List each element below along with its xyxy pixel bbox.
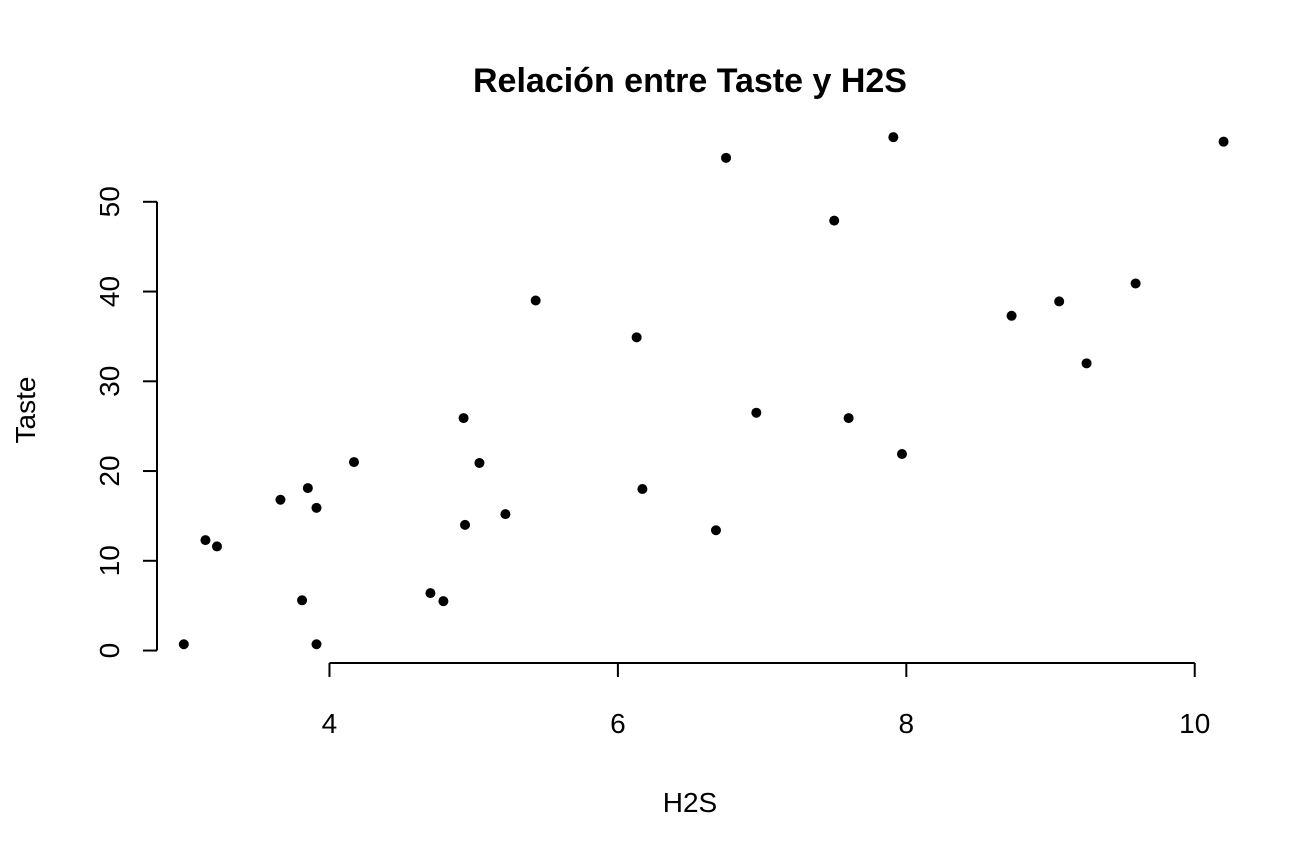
data-point — [751, 407, 762, 418]
data-point — [631, 332, 642, 343]
data-point — [311, 502, 322, 513]
x-tick-label: 4 — [322, 708, 338, 739]
y-tick-label: 0 — [94, 643, 125, 659]
data-point — [843, 413, 854, 424]
data-point — [896, 448, 907, 459]
data-point — [211, 541, 222, 552]
data-point — [458, 413, 469, 424]
data-point — [829, 215, 840, 226]
y-tick-label: 50 — [94, 186, 125, 217]
y-tick-label: 30 — [94, 366, 125, 397]
data-point — [500, 509, 511, 520]
data-point — [1054, 296, 1065, 307]
y-axis: 0 10 20 30 40 50 — [94, 186, 158, 659]
y-tick-label: 20 — [94, 455, 125, 486]
data-point — [200, 535, 211, 546]
x-axis: 4 6 8 10 — [322, 662, 1210, 739]
x-tick-label: 8 — [899, 708, 915, 739]
y-tick-label: 10 — [94, 545, 125, 576]
data-point — [178, 639, 189, 650]
data-point — [438, 596, 449, 607]
y-axis-label: Taste — [10, 377, 41, 444]
data-point — [297, 595, 308, 606]
data-point — [888, 132, 899, 143]
y-tick-label: 40 — [94, 276, 125, 307]
data-point — [530, 295, 541, 306]
x-tick-label: 10 — [1179, 708, 1210, 739]
data-point — [348, 457, 359, 468]
data-point — [637, 483, 648, 494]
points-layer — [178, 132, 1229, 650]
data-point — [721, 152, 732, 163]
data-point — [425, 588, 436, 599]
data-point — [1006, 310, 1017, 321]
data-point — [460, 519, 471, 530]
data-point — [1130, 278, 1141, 289]
x-tick-label: 6 — [610, 708, 626, 739]
x-axis-label: H2S — [663, 787, 717, 818]
data-point — [710, 525, 721, 536]
data-point — [275, 494, 286, 505]
data-point — [302, 483, 313, 494]
data-point — [474, 457, 485, 468]
data-point — [1081, 358, 1092, 369]
chart-title: Relación entre Taste y H2S — [473, 62, 907, 100]
data-point — [1218, 136, 1229, 147]
data-point — [311, 639, 322, 650]
